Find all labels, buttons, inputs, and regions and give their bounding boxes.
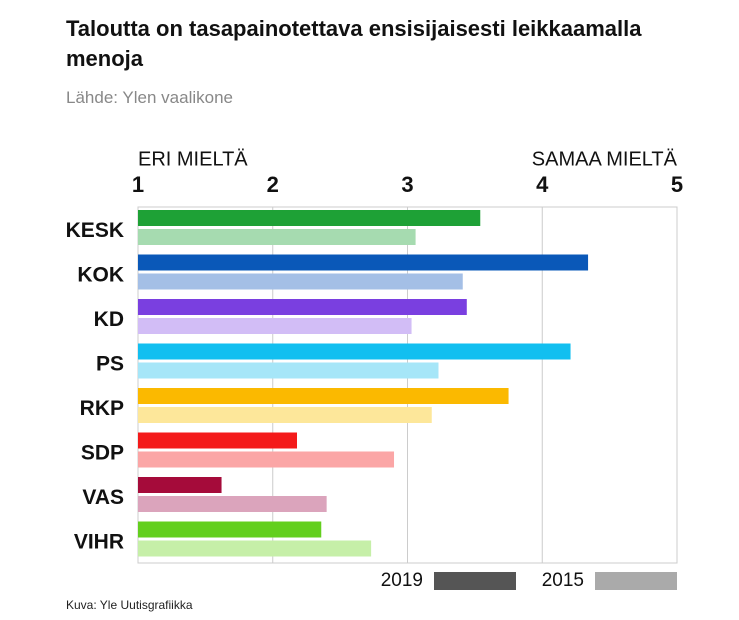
x-tick-label: 5	[671, 172, 683, 197]
x-tick-label: 4	[536, 172, 549, 197]
legend-label: 2019	[381, 570, 423, 591]
bar	[138, 521, 322, 538]
bar	[138, 388, 509, 404]
source: Kuva: Yle Uutisgrafiikka	[66, 598, 193, 612]
bar	[138, 362, 439, 379]
bar	[138, 229, 416, 245]
x-tick-label: 2	[267, 172, 279, 197]
chart-title: Taloutta on tasapainotettava ensisijaise…	[66, 16, 642, 71]
bar	[138, 432, 298, 449]
y-tick-label: PS	[96, 352, 124, 375]
y-tick-label: KESK	[66, 219, 124, 242]
x-tick-label: 3	[401, 172, 413, 197]
chart-subtitle: Lähde: Ylen vaalikone	[66, 88, 233, 107]
y-tick-label: VIHR	[74, 530, 124, 553]
legend-label: 2015	[542, 570, 584, 591]
bar	[138, 210, 481, 226]
bar	[138, 254, 589, 271]
chart: ERI MIELTÄ SAMAA MIELTÄ 1 2 3 4 5 KESK KOK KD PS…	[66, 148, 683, 591]
bar	[138, 540, 372, 557]
bar	[138, 318, 412, 334]
axis-label-left: ERI MIELTÄ	[138, 148, 248, 170]
y-tick-label: RKP	[80, 397, 124, 420]
y-tick-label: KOK	[77, 263, 124, 286]
y-tick-label: KD	[94, 308, 124, 331]
bar	[138, 496, 327, 512]
bar	[138, 273, 463, 290]
bar	[138, 299, 467, 315]
y-tick-label: VAS	[82, 486, 124, 509]
bar	[138, 477, 222, 493]
legend-swatch	[434, 572, 516, 590]
axis-label-right: SAMAA MIELTÄ	[532, 148, 678, 170]
y-tick-label: SDP	[81, 441, 124, 464]
bar	[138, 343, 571, 360]
x-tick-label: 1	[132, 172, 144, 197]
bar	[138, 451, 395, 468]
legend-swatch	[595, 572, 677, 590]
bar	[138, 407, 432, 423]
